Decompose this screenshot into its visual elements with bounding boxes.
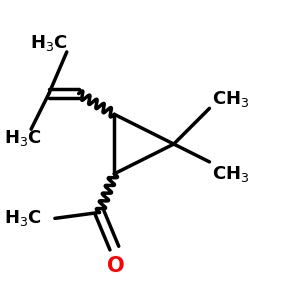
Text: CH$_3$: CH$_3$ <box>212 89 250 110</box>
Text: CH$_3$: CH$_3$ <box>212 164 250 184</box>
Text: H$_3$C: H$_3$C <box>4 208 42 228</box>
Text: H$_3$C: H$_3$C <box>30 33 68 53</box>
Text: O: O <box>107 256 124 276</box>
Text: H$_3$C: H$_3$C <box>4 128 42 148</box>
